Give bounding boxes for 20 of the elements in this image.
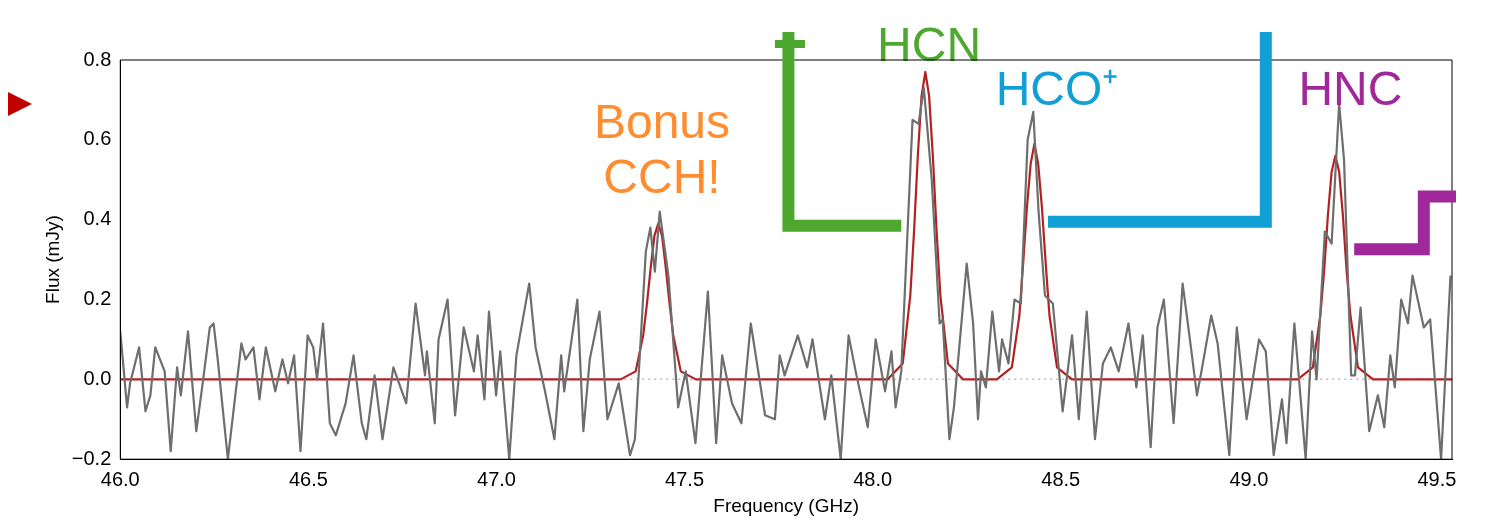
y-axis-title: Flux (mJy)	[41, 215, 63, 304]
annotation: HCN	[877, 18, 982, 72]
annotation: HNC	[1298, 62, 1403, 116]
y-tick-label: 0.6	[83, 127, 112, 150]
y-tick-label: 0.0	[83, 366, 112, 389]
y-tick-label: −0.2	[71, 446, 112, 469]
x-tick-label: 48.0	[853, 467, 893, 490]
annotation: HCO⁺	[995, 62, 1119, 116]
x-tick-label: 47.0	[477, 467, 516, 490]
x-axis-title: Frequency (GHz)	[713, 494, 859, 516]
x-tick-label: 46.0	[100, 467, 140, 490]
x-tick-label: 49.5	[1417, 467, 1457, 490]
y-tick-label: 0.8	[83, 47, 112, 70]
annotation: Bonus CCH!	[593, 94, 731, 203]
x-tick-label: 48.5	[1041, 467, 1081, 490]
x-tick-label: 46.5	[288, 467, 328, 490]
y-tick-label: 0.2	[83, 287, 112, 310]
x-tick-label: 49.0	[1229, 467, 1269, 490]
y-tick-label: 0.4	[83, 207, 112, 230]
x-tick-label: 47.5	[665, 467, 705, 490]
